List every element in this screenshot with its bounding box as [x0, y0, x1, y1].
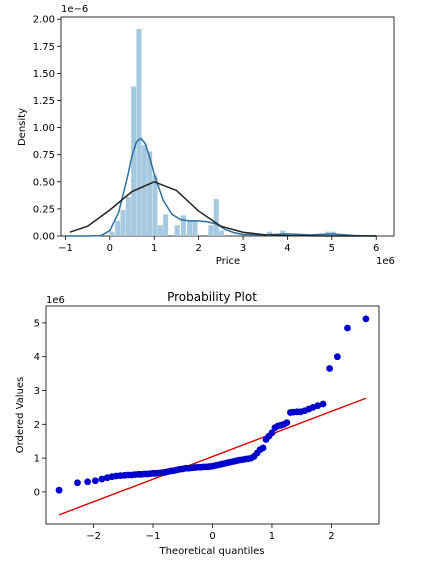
- data-point: [259, 444, 267, 452]
- y-axis-label: Density: [17, 108, 28, 146]
- x-axis-label: Theoretical quantiles: [158, 546, 264, 557]
- x-tick-label: 5: [329, 243, 335, 254]
- x-tick-label: 2: [195, 243, 201, 254]
- y-axis-ticks: 0 1 2 3 4 5: [34, 318, 46, 498]
- plot-area: [45, 305, 380, 525]
- kde-curve: [65, 137, 377, 237]
- y-tick-label: 1.00: [33, 123, 55, 134]
- x-offset-label: 1e6: [376, 256, 395, 267]
- histogram-bar: [141, 144, 147, 236]
- x-tick-label: −1: [146, 531, 161, 542]
- x-tick-label: 0: [107, 243, 113, 254]
- x-tick-label: 4: [284, 243, 290, 254]
- y-offset-label: 1e6: [46, 295, 65, 306]
- histogram-bar: [136, 28, 142, 236]
- data-point: [283, 419, 291, 427]
- data-point: [98, 475, 106, 483]
- histogram-bar: [280, 230, 286, 236]
- histogram-bar: [115, 220, 121, 236]
- data-point: [344, 324, 351, 332]
- y-tick-label: 5: [34, 318, 40, 329]
- x-tick-label: 6: [373, 243, 379, 254]
- price-distribution-chart: −1 0 1 2 3 4 5 6 0.00 0.25 0.50 0.75 1.00 1.25 1.50 1.…: [17, 4, 395, 267]
- histogram-bar: [120, 209, 126, 236]
- histogram-bar: [147, 151, 153, 236]
- histogram-bar: [131, 86, 137, 236]
- y-tick-label: 4: [34, 352, 40, 363]
- x-tick-label: −1: [58, 243, 73, 254]
- fit-line-segment: [58, 397, 367, 516]
- histogram-bar: [192, 220, 198, 236]
- x-tick-label: 3: [240, 243, 246, 254]
- data-point: [268, 429, 276, 437]
- y-tick-label: 1: [34, 454, 40, 465]
- histogram-bar: [125, 196, 131, 236]
- histogram-bar: [187, 220, 193, 236]
- fit-line: [58, 397, 367, 516]
- x-tick-label: −2: [86, 531, 101, 542]
- normal-fit-curve: [69, 180, 377, 237]
- y-offset-label: 1e−6: [61, 4, 88, 15]
- y-tick-label: 0.25: [33, 204, 55, 215]
- y-tick-label: 1.50: [33, 69, 55, 80]
- histogram-bar: [219, 230, 225, 236]
- x-axis-ticks: −1 0 1 2 3 4 5 6: [58, 236, 379, 254]
- y-axis-label: Ordered Values: [15, 377, 26, 454]
- data-point: [333, 353, 341, 361]
- y-tick-label: 1.75: [33, 42, 55, 53]
- plot-area: [60, 16, 395, 237]
- data-points: [55, 315, 370, 494]
- data-point: [326, 365, 334, 372]
- x-axis-label: Price: [216, 256, 240, 267]
- y-tick-label: 2.00: [33, 15, 55, 26]
- data-point: [74, 479, 81, 487]
- y-tick-label: 0.00: [33, 232, 55, 243]
- y-axis-ticks: 0.00 0.25 0.50 0.75 1.00 1.25 1.50 1.75 2.00: [33, 15, 61, 243]
- x-axis-ticks: −2 −1 0 1 2: [86, 524, 335, 542]
- data-point: [91, 477, 99, 485]
- histogram-bar: [157, 225, 163, 236]
- data-point: [362, 315, 370, 323]
- histogram-bar: [163, 214, 169, 236]
- density-curves: [65, 137, 377, 237]
- chart-title: Probability Plot: [167, 290, 257, 304]
- probability-plot-chart: Probability Plot −2 −1 0 1 2 0 1 2 3 4 5 1e6 Theo…: [15, 290, 380, 557]
- x-tick-label: 1: [151, 243, 157, 254]
- y-tick-label: 0: [34, 487, 40, 498]
- y-tick-label: 1.25: [33, 96, 55, 107]
- histogram-bar: [174, 225, 180, 236]
- y-tick-label: 3: [34, 386, 40, 397]
- data-point: [55, 486, 63, 494]
- histogram-bar: [109, 231, 115, 236]
- y-tick-label: 2: [34, 420, 40, 431]
- x-tick-label: 0: [209, 531, 215, 542]
- data-point: [314, 402, 322, 410]
- histogram-bar: [213, 199, 219, 236]
- histogram-bar: [180, 215, 186, 236]
- data-point: [84, 478, 92, 486]
- histogram-bar: [285, 233, 291, 236]
- histogram-bar: [267, 231, 273, 236]
- x-tick-label: 1: [269, 531, 275, 542]
- data-point: [319, 400, 327, 408]
- y-tick-label: 0.75: [33, 150, 55, 161]
- histogram-bar: [208, 225, 214, 236]
- y-tick-label: 0.50: [33, 177, 55, 188]
- x-tick-label: 2: [328, 531, 334, 542]
- histogram-bar: [152, 175, 158, 236]
- histogram-bars: [109, 28, 342, 236]
